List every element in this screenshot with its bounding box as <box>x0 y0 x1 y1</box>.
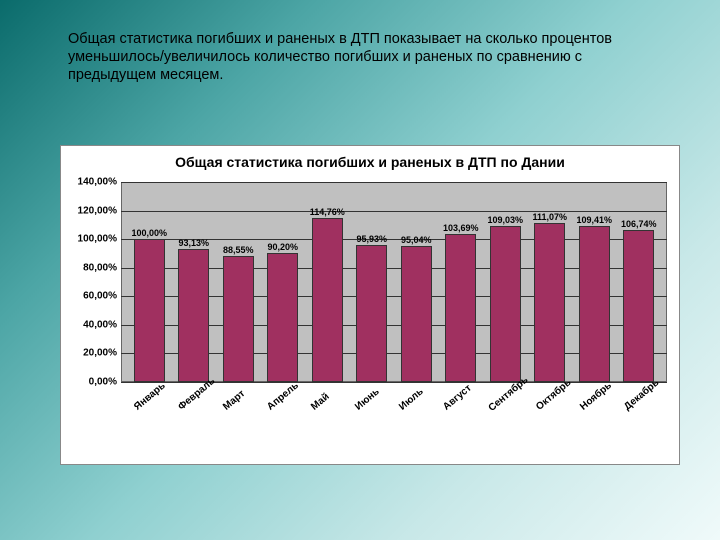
y-tick-label: 120,00% <box>78 205 117 216</box>
bar-value-label: 106,74% <box>621 219 657 229</box>
bar-column: 111,07% <box>528 212 573 382</box>
bar-value-label: 88,55% <box>223 245 254 255</box>
y-tick-label: 60,00% <box>83 291 117 302</box>
bar-column: 95,04% <box>394 235 439 382</box>
bar-value-label: 100,00% <box>131 228 167 238</box>
bar-column: 109,03% <box>483 215 528 382</box>
bar <box>534 223 565 382</box>
y-tick-label: 100,00% <box>78 234 117 245</box>
caption-text: Общая статистика погибших и раненых в ДТ… <box>68 30 670 84</box>
y-tick-label: 40,00% <box>83 319 117 330</box>
y-tick-label: 20,00% <box>83 348 117 359</box>
bar <box>401 246 432 382</box>
slide: Общая статистика погибших и раненых в ДТ… <box>0 0 720 540</box>
y-tick-label: 80,00% <box>83 262 117 273</box>
bars-container: 100,00% 93,13% 88,55% 90,20% 114,76% 95,93% 95… <box>121 182 667 382</box>
bar-value-label: 103,69% <box>443 223 479 233</box>
bar-column: 95,93% <box>350 234 395 382</box>
y-tick-label: 140,00% <box>78 177 117 188</box>
bar-column: 100,00% <box>127 228 172 382</box>
bar-column: 88,55% <box>216 245 261 383</box>
bar-value-label: 111,07% <box>532 212 567 222</box>
bar-column: 114,76% <box>305 207 350 382</box>
bar <box>623 230 654 382</box>
bar-value-label: 109,41% <box>576 215 612 225</box>
bar-value-label: 95,04% <box>401 235 432 245</box>
bar <box>445 234 476 382</box>
bar <box>134 239 165 382</box>
bar <box>356 245 387 382</box>
bar-column: 106,74% <box>617 219 662 382</box>
bar <box>223 256 254 383</box>
bar <box>178 249 209 382</box>
y-tick-label: 0,00% <box>89 377 117 388</box>
bar-value-label: 90,20% <box>267 242 298 252</box>
chart-title: Общая статистика погибших и раненых в ДТ… <box>61 146 679 176</box>
bar <box>579 226 610 382</box>
bar-column: 93,13% <box>172 238 217 382</box>
plot-box: 0,00%20,00%40,00%60,00%80,00%100,00%120,… <box>121 182 667 382</box>
x-axis-labels: ЯнварьФевральМартАпрельМайИюньИюльАвгуст… <box>121 386 667 397</box>
bar-column: 109,41% <box>572 215 617 382</box>
bar-value-label: 109,03% <box>487 215 523 225</box>
bar-value-label: 114,76% <box>310 207 345 217</box>
bar <box>312 218 343 382</box>
bar-chart: Общая статистика погибших и раненых в ДТ… <box>60 145 680 465</box>
bar-column: 103,69% <box>439 223 484 382</box>
bar-column: 90,20% <box>261 242 306 382</box>
bar-value-label: 95,93% <box>356 234 387 244</box>
bar <box>490 226 521 382</box>
bar-value-label: 93,13% <box>178 238 209 248</box>
bar <box>267 253 298 382</box>
